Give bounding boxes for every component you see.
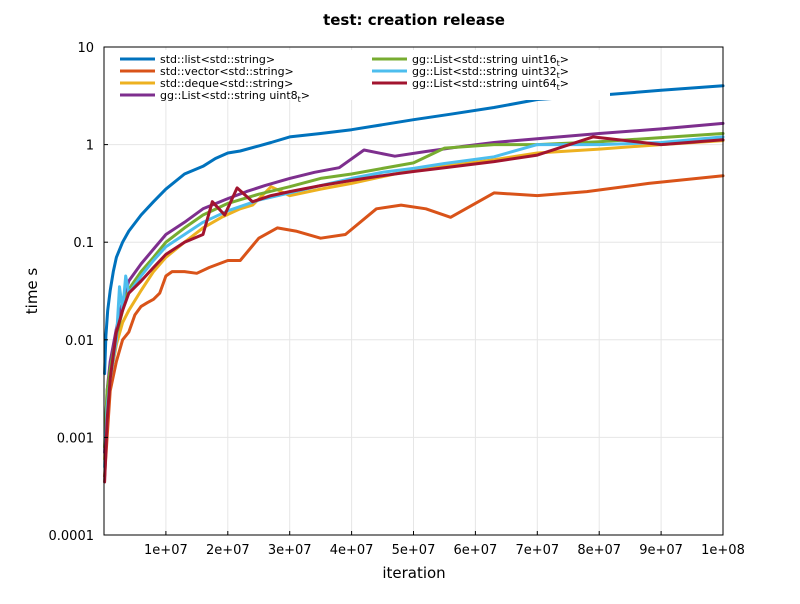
legend-label-main: gg::List<std::string uint32: [412, 65, 557, 78]
legend-label-main: std::deque<std::string>: [160, 77, 293, 90]
legend-label-subscript: t: [557, 83, 560, 92]
legend-label-main: gg::List<std::string uint8: [160, 89, 298, 102]
x-axis-label: iteration: [382, 564, 445, 582]
legend-label: std::list<std::string>: [160, 53, 275, 66]
x-tick-label: 1e+08: [701, 543, 745, 558]
legend-label-tail: >: [560, 53, 569, 66]
y-tick-label: 0.01: [65, 334, 94, 349]
y-axis-label: time s: [23, 268, 41, 315]
y-tick-label: 0.1: [73, 236, 94, 251]
y-tick-label: 10: [77, 41, 94, 56]
legend-label: gg::List<std::string uint64t>: [412, 77, 569, 92]
legend-label-tail: >: [560, 77, 569, 90]
x-tick-label: 6e+07: [454, 543, 498, 558]
legend-label-main: gg::List<std::string uint16: [412, 53, 557, 66]
series-line-1: [103, 174, 725, 478]
x-tick-label: 8e+07: [577, 543, 621, 558]
legend-label-tail: >: [560, 65, 569, 78]
x-tick-label: 4e+07: [330, 543, 374, 558]
x-tick-label: 9e+07: [639, 543, 683, 558]
x-tick-label: 5e+07: [392, 543, 436, 558]
x-tick-label: 1e+07: [144, 543, 188, 558]
y-tick-label: 0.0001: [49, 529, 95, 544]
legend-label-subscript: t: [557, 71, 560, 80]
series-line-2: [103, 139, 725, 461]
legend-label-subscript: t: [298, 95, 301, 104]
legend-label: gg::List<std::string uint16t>: [412, 53, 569, 68]
legend: std::list<std::string>gg::List<std::stri…: [110, 50, 610, 104]
series-line-6: [103, 135, 725, 484]
legend-label: std::deque<std::string>: [160, 77, 293, 90]
legend-label-tail: >: [301, 89, 310, 102]
x-tick-label: 3e+07: [268, 543, 312, 558]
legend-label: gg::List<std::string uint32t>: [412, 65, 569, 80]
series-layer: [103, 84, 725, 484]
series-line-5: [103, 135, 725, 469]
legend-label: std::vector<std::string>: [160, 65, 294, 78]
legend-label-subscript: t: [557, 59, 560, 68]
legend-label-main: gg::List<std::string uint64: [412, 77, 557, 90]
ticks: 1e+07 2e+07 3e+07 4e+07 5e+07 6e+07 7e+07 8e+07…: [49, 41, 745, 558]
y-tick-label: 1: [86, 139, 94, 154]
chart-title: test: creation release: [323, 11, 505, 29]
x-tick-label: 2e+07: [206, 543, 250, 558]
legend-box: [110, 50, 610, 100]
y-tick-label: 0.001: [57, 431, 94, 446]
legend-label-main: std::vector<std::string>: [160, 65, 294, 78]
series-line-0: [103, 84, 725, 376]
legend-label: gg::List<std::string uint8t>: [160, 89, 310, 104]
legend-label-main: std::list<std::string>: [160, 53, 275, 66]
x-tick-label: 7e+07: [515, 543, 559, 558]
